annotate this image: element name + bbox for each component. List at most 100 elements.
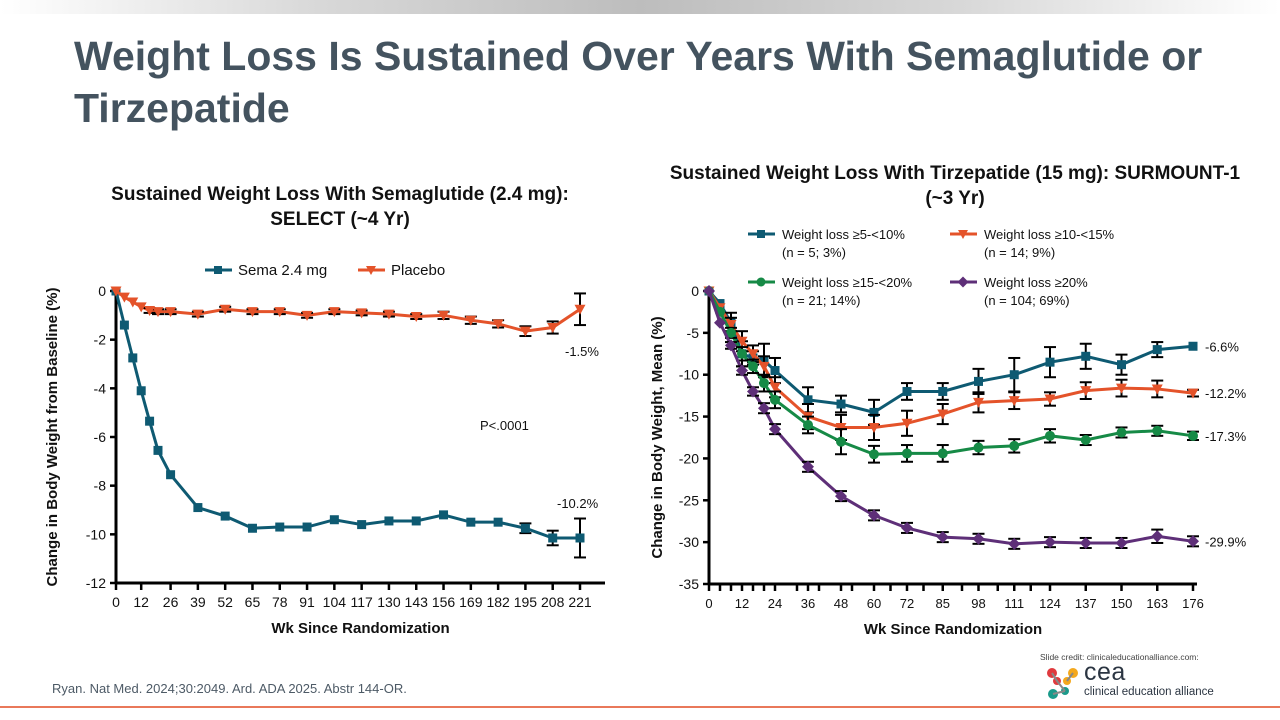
left-chart-title: Sustained Weight Loss With Semaglutide (… [111, 184, 569, 230]
x-tick-label: 24 [768, 596, 782, 611]
logo-name: clinical education alliance [1084, 686, 1214, 698]
marker-diamond [769, 423, 781, 436]
legend-item: Sema 2.4 mg [205, 262, 327, 279]
y-tick-label: -6 [94, 429, 107, 445]
legend-item: Weight loss ≥10-<15% (n = 14; 9%) [950, 227, 1115, 260]
marker-square [302, 522, 312, 532]
x-tick-label: 111 [1004, 596, 1024, 611]
marker-square [128, 353, 138, 363]
marker-square [770, 366, 780, 376]
marker-triangle [1008, 396, 1020, 407]
marker-square [220, 511, 230, 521]
marker-triangle [152, 307, 164, 318]
marker-diamond [714, 316, 726, 329]
marker-circle [726, 327, 736, 338]
marker-triangle [835, 422, 847, 433]
marker-triangle [901, 418, 913, 429]
marker-circle [1116, 427, 1127, 438]
end-value-label: -6.6% [1205, 339, 1239, 354]
x-tick-label: 78 [272, 594, 288, 610]
legend-label: Weight loss ≥5-<10% [782, 227, 905, 242]
marker-square [520, 523, 530, 533]
marker-triangle [519, 326, 531, 337]
marker-triangle [1151, 384, 1163, 395]
marker-square [247, 523, 257, 533]
marker-square [803, 395, 813, 405]
end-value-label-placebo: -1.5% [565, 344, 599, 359]
marker-diamond [736, 364, 748, 377]
x-axis-title: Wk Since Randomization [864, 621, 1042, 638]
marker-triangle [219, 304, 231, 315]
marker-square [548, 533, 558, 543]
legend-label: Weight loss ≥15-<20% [782, 275, 913, 290]
marker-triangle [366, 266, 376, 275]
series-line [114, 290, 580, 540]
y-axis-title: Change in Body Weight, Mean (%) [649, 316, 666, 558]
legend-label: Placebo [391, 262, 445, 279]
series-1 [110, 286, 586, 338]
p-value-annotation: P<.0001 [480, 418, 529, 433]
marker-diamond [725, 339, 737, 352]
marker-square [275, 522, 285, 532]
marker-square [153, 445, 163, 455]
marker-circle [836, 436, 846, 447]
cea-logo-icon [1047, 668, 1078, 699]
marker-triangle [144, 305, 156, 316]
end-value-label: -12.2% [1205, 386, 1247, 401]
marker-triangle [747, 349, 759, 360]
marker-diamond [747, 385, 759, 398]
marker-triangle [1080, 386, 1092, 397]
marker-triangle [736, 336, 748, 347]
marker-square [938, 386, 948, 396]
marker-diamond [868, 509, 880, 522]
logo-abbr: cea [1084, 658, 1126, 686]
marker-diamond [1151, 530, 1164, 543]
y-tick-label: -12 [86, 575, 106, 591]
x-tick-label: 195 [514, 594, 538, 610]
marker-square [974, 376, 983, 386]
y-axis-title: Change in Body Weight from Baseline (%) [44, 288, 61, 587]
marker-triangle [937, 409, 949, 420]
x-tick-label: 85 [936, 596, 950, 611]
marker-triangle [127, 297, 139, 308]
marker-diamond [1044, 536, 1056, 549]
x-tick-label: 52 [217, 594, 233, 610]
x-tick-label: 0 [705, 596, 712, 611]
marker-diamond [1115, 536, 1128, 549]
x-tick-label: 221 [568, 594, 592, 610]
legend-item: Weight loss ≥5-<10% (n = 5; 3%) [748, 227, 905, 260]
marker-square [136, 386, 146, 396]
marker-diamond [802, 460, 814, 473]
marker-diamond [936, 531, 949, 544]
marker-square [1045, 357, 1055, 367]
x-tick-label: 36 [801, 596, 815, 611]
x-tick-label: 72 [900, 596, 914, 611]
marker-circle [748, 361, 758, 372]
legend-n-label: (n = 14; 9%) [984, 245, 1055, 260]
y-tick-label: -30 [679, 534, 699, 550]
marker-circle [1188, 430, 1198, 441]
marker-square [1009, 370, 1019, 380]
legend-label: Weight loss ≥20% [984, 275, 1088, 290]
legend-n-label: (n = 21; 14%) [782, 293, 860, 308]
marker-square [1081, 351, 1091, 361]
y-tick-label: -4 [94, 380, 107, 396]
marker-square [869, 407, 879, 417]
y-tick-label: -20 [679, 450, 699, 466]
x-tick-label: 124 [1039, 596, 1061, 611]
x-tick-label: 91 [299, 594, 315, 610]
marker-triangle [274, 307, 286, 318]
marker-triangle [574, 304, 586, 315]
marker-square [439, 510, 449, 520]
series-line [115, 289, 581, 333]
marker-diamond [703, 285, 715, 297]
x-tick-label: 137 [1075, 596, 1097, 611]
marker-diamond [1079, 536, 1092, 549]
end-value-label: -29.9% [1205, 534, 1247, 549]
top-gradient-bar [0, 0, 1280, 14]
marker-square [384, 516, 394, 526]
marker-diamond [901, 521, 913, 534]
y-tick-label: -10 [679, 367, 699, 383]
x-tick-label: 12 [735, 596, 749, 611]
series-0 [111, 286, 586, 559]
